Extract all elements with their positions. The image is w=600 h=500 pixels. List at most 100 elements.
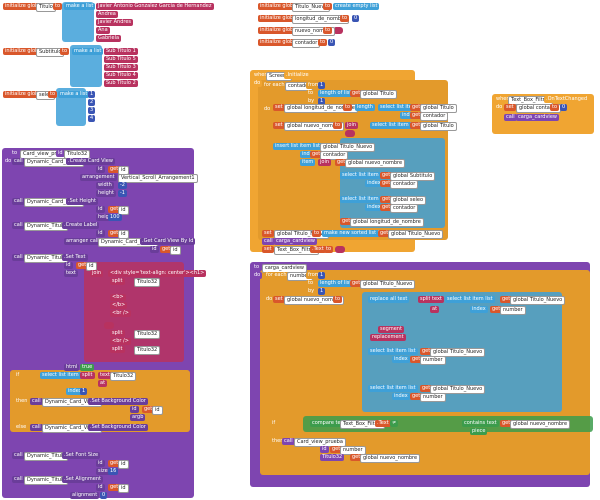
block-label: <b>	[110, 294, 126, 301]
block-label: get	[108, 206, 121, 213]
block-label: get	[380, 204, 393, 211]
block-label: global longitud_de_nombre	[350, 218, 424, 227]
block-label: 0	[328, 39, 336, 46]
block-label: initialize global	[258, 3, 300, 10]
block-label: get	[310, 151, 323, 158]
block-label: height	[96, 214, 116, 221]
block-label: set	[273, 122, 285, 129]
block-label: Gabriela	[96, 35, 122, 42]
block-label: global Titulo_Nuevo	[430, 385, 486, 394]
block-label: create empty list	[333, 3, 380, 10]
empty-text	[345, 130, 355, 137]
block-label: index	[392, 356, 410, 363]
block-label: </b>	[110, 302, 128, 309]
block-label: by	[306, 288, 317, 295]
block-label: when	[252, 72, 270, 79]
block-label: <br />	[110, 338, 131, 345]
block-label: call	[12, 476, 25, 483]
block-label: index	[300, 151, 318, 158]
block-label: else	[14, 424, 29, 431]
block-label: to	[306, 280, 316, 287]
block-label: get	[108, 460, 121, 467]
block-label: get	[335, 159, 348, 166]
block-label: id	[170, 246, 181, 255]
block-label: initialize global	[258, 27, 300, 34]
block-label: id	[64, 262, 73, 269]
block-label: .Set Background Color	[88, 424, 148, 431]
block-label: length	[355, 104, 375, 111]
block-label: do	[252, 80, 263, 87]
block-label: nuevo_nombre	[292, 27, 336, 36]
block-label: to	[333, 122, 343, 129]
block-label: size	[96, 468, 110, 475]
block-label: select list item list	[445, 296, 495, 303]
block-label: to	[306, 90, 316, 97]
block-label: select list item list	[368, 385, 418, 392]
block-label: get	[410, 112, 423, 119]
block-label: split	[418, 296, 433, 303]
block-label: to	[252, 264, 262, 271]
block-label: do	[494, 104, 505, 111]
block-label: .Set Text	[62, 254, 88, 261]
block-label: 3	[88, 107, 96, 114]
block-label: get	[410, 122, 423, 129]
block-label: get	[410, 393, 423, 400]
block-label: call	[12, 254, 25, 261]
block-label: call	[12, 158, 25, 165]
block-label: call	[282, 438, 295, 445]
block-label: id	[96, 484, 105, 491]
block-label: 1	[88, 91, 96, 98]
block-label: Sub Titulo 1	[104, 48, 138, 55]
block-label: 2	[88, 99, 96, 106]
block-label: contains text	[462, 420, 499, 427]
block-label: index	[365, 204, 383, 211]
block-label: Javier Antonio Gonzalez Garcia de Hernan…	[96, 3, 214, 10]
block-label: contador	[390, 180, 419, 189]
block-label: contador	[292, 39, 321, 48]
block-label: length of list list	[318, 280, 363, 287]
block-label: at	[98, 380, 108, 387]
block-label: to	[10, 150, 20, 157]
block-label: Javier Andres	[96, 19, 133, 26]
block-label: index	[470, 306, 488, 313]
block-label: alignment	[70, 492, 100, 499]
block-label: html	[64, 364, 80, 371]
block-label: id	[96, 460, 105, 467]
block-label: do	[3, 158, 14, 165]
block-label: global Titulo_Nuevo	[388, 230, 444, 239]
block-label: get	[108, 484, 121, 491]
block-label: index	[400, 112, 418, 119]
block-label: get	[380, 180, 393, 187]
block-label: get	[108, 166, 121, 173]
block-label: split	[80, 372, 95, 379]
block-label: text	[64, 270, 78, 277]
block-label: index	[392, 393, 410, 400]
block-label: get	[410, 356, 423, 363]
block-label: join	[345, 122, 359, 129]
block-label: .Text	[310, 246, 326, 253]
block-label: select list item list	[378, 104, 428, 111]
block-label: if	[270, 420, 278, 427]
block-label: width	[96, 182, 114, 189]
block-label: .Text	[375, 420, 391, 427]
block-label: carga_cardview	[274, 238, 317, 245]
block-label: number	[500, 306, 526, 315]
empty-text	[333, 27, 343, 34]
block-label: number	[420, 393, 446, 402]
block-label: id	[118, 484, 129, 493]
block-label: number	[420, 356, 446, 365]
block-label: insert list item list	[273, 143, 323, 150]
block-label: compare texts	[310, 420, 351, 427]
block-label: get	[160, 246, 173, 253]
empty-text	[104, 322, 114, 329]
block-label: split	[110, 346, 125, 353]
block-label: item	[300, 159, 316, 166]
block-label: global Titulo_Nuevo	[510, 296, 566, 305]
block-label: to	[48, 91, 58, 98]
block-label: 4	[88, 115, 96, 122]
block-label: -1	[118, 190, 127, 197]
block-label: for each	[262, 82, 287, 89]
block-label: length of list list	[318, 90, 363, 97]
block-label: piece	[470, 428, 488, 435]
block-label: call	[262, 238, 275, 245]
